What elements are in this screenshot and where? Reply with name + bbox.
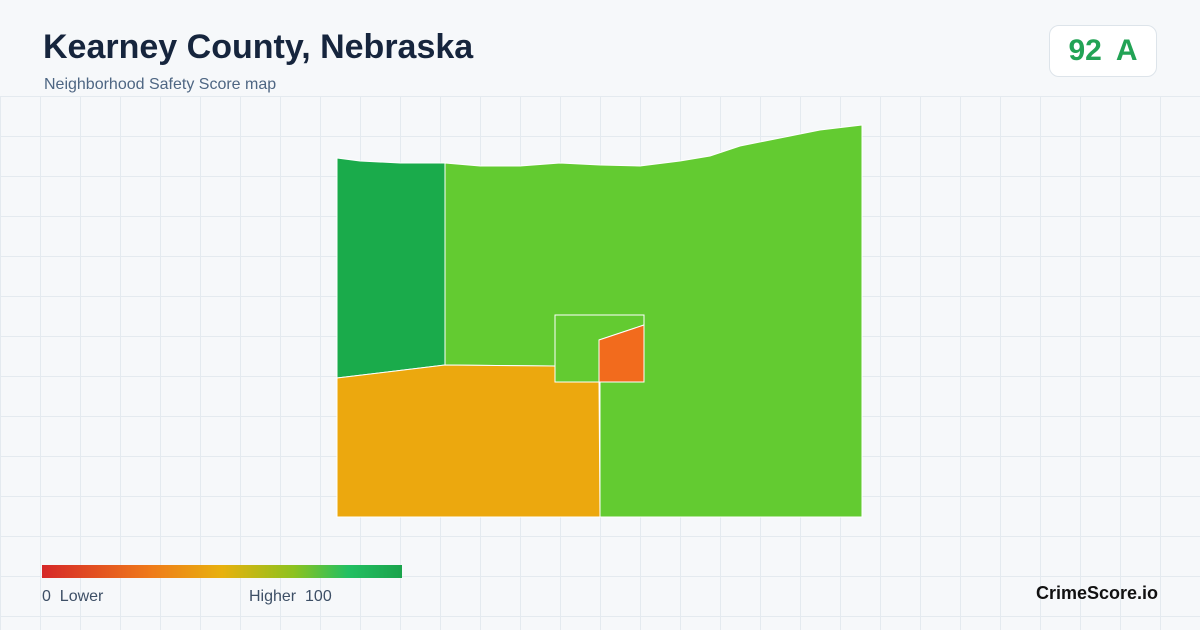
score-value: 92: [1068, 34, 1102, 67]
score-badge: 92 A: [1049, 25, 1157, 77]
legend-max: Higher 100: [249, 588, 332, 606]
title: Kearney County, Nebraska: [43, 28, 474, 66]
score-grade: A: [1115, 34, 1138, 67]
legend-gradient: [42, 565, 402, 578]
region: [336, 157, 446, 379]
region: [336, 364, 601, 518]
legend-min-value: 0: [42, 588, 51, 605]
region: [598, 324, 645, 383]
legend-max-value: 100: [305, 588, 332, 605]
legend-max-label: Higher: [249, 588, 297, 605]
header: Kearney County, Nebraska Neighborhood Sa…: [0, 0, 1200, 96]
legend-min: 0 Lower: [42, 588, 103, 606]
legend-min-label: Lower: [59, 588, 104, 605]
subtitle: Neighborhood Safety Score map: [44, 76, 277, 93]
brand: CrimeScore.io: [1035, 583, 1158, 603]
